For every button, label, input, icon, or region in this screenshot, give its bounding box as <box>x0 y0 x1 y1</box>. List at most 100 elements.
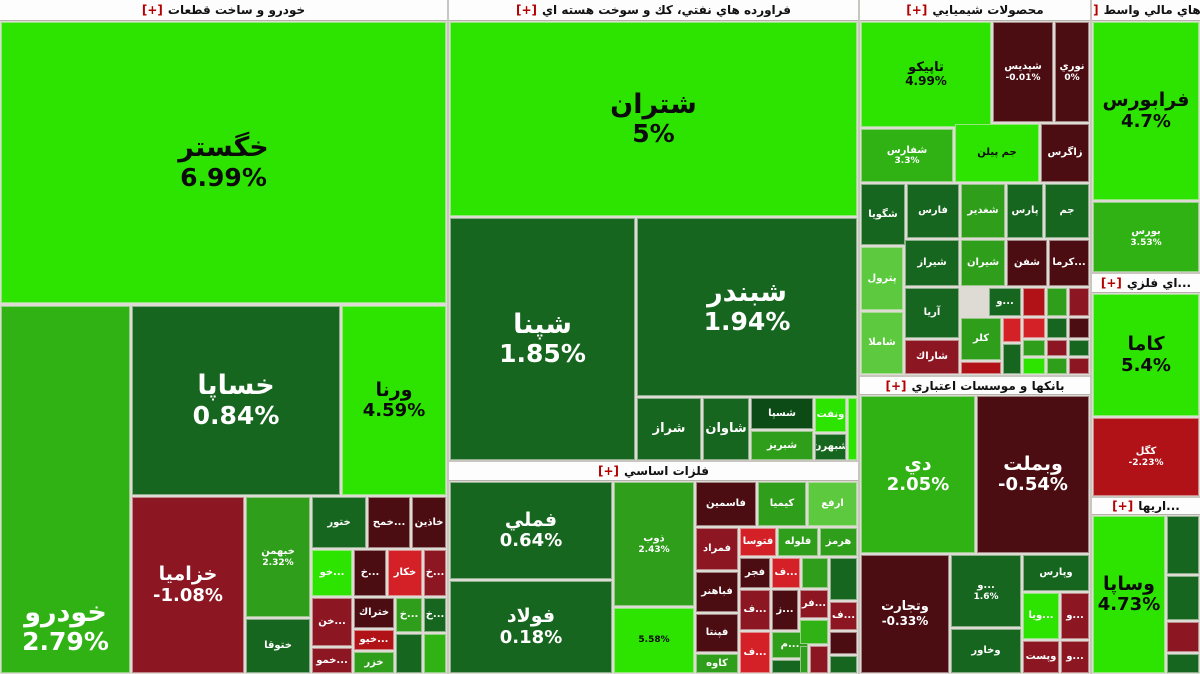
stock-tile[interactable]: شيران <box>961 240 1005 286</box>
stock-tile[interactable] <box>1023 288 1045 316</box>
stock-tile[interactable]: خودرو 2.79% <box>1 306 130 673</box>
stock-tile[interactable]: خاذين <box>412 497 446 548</box>
stock-tile[interactable]: كلر <box>961 318 1001 360</box>
stock-tile[interactable]: پارس <box>1007 184 1043 238</box>
stock-tile[interactable]: ...خمح <box>368 497 410 548</box>
stock-tile[interactable]: ...فر <box>800 590 828 618</box>
stock-tile[interactable]: وپست <box>1023 641 1059 673</box>
stock-tile[interactable]: ختراك <box>354 598 394 628</box>
stock-tile[interactable]: هرمز <box>820 528 857 556</box>
stock-tile[interactable] <box>1167 654 1199 673</box>
stock-tile[interactable]: كيميا <box>758 482 806 526</box>
stock-tile[interactable]: شاملا <box>861 312 903 374</box>
stock-tile[interactable]: نوري 0% <box>1055 22 1089 122</box>
stock-tile[interactable]: وتجارت -0.33% <box>861 555 949 673</box>
stock-tile[interactable]: فملي 0.64% <box>450 482 612 579</box>
stock-tile[interactable] <box>830 632 857 654</box>
stock-tile[interactable]: 5.58% <box>614 608 694 673</box>
stock-tile[interactable]: فولاد 0.18% <box>450 581 612 673</box>
stock-tile[interactable] <box>1167 622 1199 652</box>
stock-tile[interactable]: ...خيو <box>354 630 394 650</box>
stock-tile[interactable]: ذوب 2.43% <box>614 482 694 606</box>
stock-tile[interactable]: فمراد <box>696 528 738 570</box>
stock-tile[interactable] <box>1003 318 1021 342</box>
stock-tile[interactable]: شتران 5% <box>450 22 857 216</box>
stock-tile[interactable]: ...ويا <box>1023 593 1059 639</box>
stock-tile[interactable] <box>1069 340 1089 356</box>
stock-tile[interactable]: فجر <box>740 558 770 588</box>
stock-tile[interactable]: دي 2.05% <box>861 396 975 553</box>
stock-tile[interactable]: ...و <box>1061 641 1089 673</box>
stock-tile[interactable] <box>1047 288 1067 316</box>
stock-tile[interactable]: وخاور <box>951 629 1021 673</box>
sector-expand-button[interactable]: [+] <box>516 3 538 17</box>
stock-tile[interactable]: ...ز <box>772 590 798 630</box>
stock-tile[interactable] <box>961 362 1001 374</box>
stock-tile[interactable]: شفن <box>1007 240 1047 286</box>
stock-tile[interactable]: فارس <box>907 184 959 238</box>
stock-tile[interactable] <box>1167 576 1199 620</box>
stock-tile[interactable]: ...و <box>989 288 1021 316</box>
stock-tile[interactable]: ...خو <box>312 550 352 596</box>
stock-tile[interactable]: فتوسا <box>740 528 776 556</box>
stock-tile[interactable]: فباهنر <box>696 572 738 612</box>
stock-tile[interactable] <box>424 634 446 673</box>
stock-tile[interactable]: ورنا 4.59% <box>342 306 446 495</box>
stock-tile[interactable] <box>830 656 857 673</box>
sector-expand-button[interactable]: [+] <box>598 464 620 478</box>
stock-tile[interactable]: ...ف <box>740 590 770 630</box>
stock-tile[interactable]: ...كرما <box>1049 240 1089 286</box>
stock-tile[interactable] <box>810 646 828 673</box>
stock-tile[interactable]: خبهمن 2.32% <box>246 497 310 617</box>
stock-tile[interactable]: شسپا <box>751 398 813 429</box>
stock-tile[interactable]: ...و 1.6% <box>951 555 1021 627</box>
stock-tile[interactable]: شيراز <box>905 240 959 286</box>
stock-tile[interactable]: ارفع <box>808 482 857 526</box>
stock-tile[interactable]: كگل -2.23% <box>1093 418 1199 496</box>
stock-tile[interactable]: خگستر 6.99% <box>1 22 446 303</box>
stock-tile[interactable]: ...خ <box>396 598 422 632</box>
stock-tile[interactable]: ...ف <box>772 558 800 588</box>
stock-tile[interactable]: شاوان <box>703 398 749 460</box>
stock-tile[interactable] <box>830 558 857 600</box>
stock-tile[interactable] <box>1069 358 1089 374</box>
stock-tile[interactable]: كاوه <box>696 654 738 673</box>
stock-tile[interactable]: فرابورس 4.7% <box>1093 22 1199 200</box>
stock-tile[interactable]: ونفت <box>815 398 846 432</box>
stock-tile[interactable]: وپارس <box>1023 555 1089 591</box>
stock-tile[interactable]: شغدير <box>961 184 1005 238</box>
stock-tile[interactable]: خزاميا -1.08% <box>132 497 244 673</box>
stock-tile[interactable] <box>396 634 422 673</box>
stock-tile[interactable] <box>1023 358 1045 374</box>
stock-tile[interactable]: ...ف <box>830 602 857 630</box>
sector-expand-button[interactable]: [+] <box>885 378 907 393</box>
stock-tile[interactable] <box>1047 340 1067 356</box>
stock-tile[interactable]: فپنتا <box>696 614 738 652</box>
stock-tile[interactable]: شگويا <box>861 184 905 245</box>
stock-tile[interactable]: تاپيكو 4.99% <box>861 22 991 127</box>
stock-tile[interactable] <box>1069 318 1089 338</box>
stock-tile[interactable] <box>802 558 828 588</box>
stock-tile[interactable]: فلوله <box>778 528 818 556</box>
stock-tile[interactable]: ختور <box>312 497 366 548</box>
sector-expand-button[interactable]: [+] <box>1112 499 1134 513</box>
sector-expand-button[interactable]: [+] <box>141 3 163 17</box>
stock-tile[interactable]: فاسمين <box>696 482 756 526</box>
stock-tile[interactable] <box>1003 344 1021 374</box>
stock-tile[interactable]: خزر <box>354 652 394 673</box>
stock-tile[interactable]: شبريز <box>751 431 813 460</box>
stock-tile[interactable]: ...ف <box>740 632 770 673</box>
sector-expand-button[interactable]: [+] <box>1100 276 1122 290</box>
stock-tile[interactable] <box>800 646 808 673</box>
stock-tile[interactable]: شاراك <box>905 340 959 374</box>
sector-expand-button[interactable]: [+] <box>906 3 928 17</box>
stock-tile[interactable]: شپديس -0.01% <box>993 22 1053 122</box>
stock-tile[interactable]: ...خ <box>424 598 446 632</box>
stock-tile[interactable]: جم پيلن <box>955 124 1039 182</box>
stock-tile[interactable]: شفارس 3.3% <box>861 129 953 182</box>
stock-tile[interactable]: شپنا 1.85% <box>450 218 635 460</box>
stock-tile[interactable] <box>1069 288 1089 316</box>
sector-expand-button[interactable]: [+] <box>1092 3 1099 17</box>
stock-tile[interactable]: جم <box>1045 184 1089 238</box>
stock-tile[interactable]: زاگرس <box>1041 124 1089 182</box>
